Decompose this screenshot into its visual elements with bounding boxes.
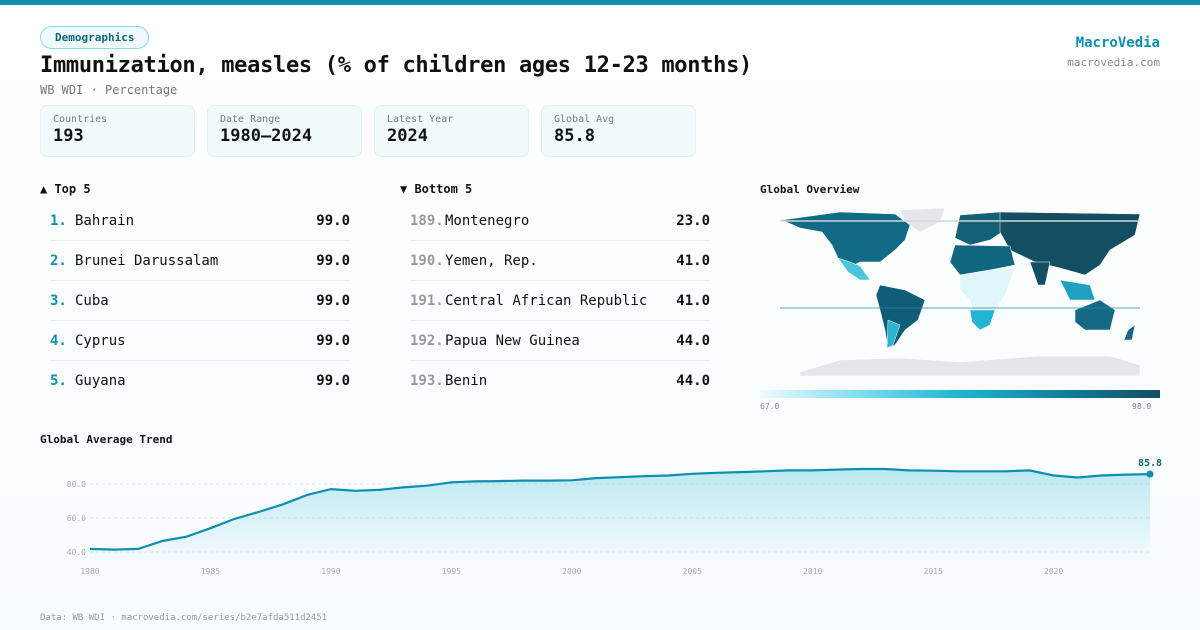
top-accent-bar	[0, 0, 1200, 5]
y-tick-label: 40.0	[67, 548, 86, 557]
trend-heading: Global Average Trend	[40, 433, 173, 446]
country-name: Cuba	[75, 292, 109, 309]
x-tick-label: 2015	[924, 567, 943, 576]
country-value: 99.0	[316, 252, 350, 269]
country-name: Cyprus	[75, 332, 126, 349]
color-scale-max: 98.0	[1132, 402, 1152, 411]
trend-last-label: 85.8	[1138, 458, 1162, 469]
brand-url[interactable]: macrovedia.com	[1067, 56, 1160, 69]
stat-card-countries: Countries 193	[40, 105, 195, 157]
y-tick-label: 60.0	[67, 514, 86, 523]
country-name: Benin	[445, 373, 488, 389]
country-value: 99.0	[316, 373, 350, 389]
country-name: Bahrain	[75, 212, 135, 229]
footer-source[interactable]: Data: WB WDI · macrovedia.com/series/b2e…	[40, 613, 328, 623]
x-tick-label: 2020	[1044, 567, 1063, 576]
map-india	[1029, 261, 1051, 286]
x-tick-label: 1990	[321, 567, 340, 576]
trend-chart: 40.0 60.0 80.0 85.8 1980 1985 1990 1995 2000 20…	[67, 458, 1162, 576]
stat-card-latest-year: Latest Year 2024	[374, 105, 529, 157]
map-russia-asia	[999, 211, 1141, 276]
map-greenland	[899, 207, 946, 233]
ranking-row[interactable]: 2. Brunei Darussalam 99.0	[50, 241, 350, 281]
rank: 4.	[50, 332, 67, 349]
rank: 193.	[410, 373, 444, 389]
x-tick-label: 2005	[683, 567, 702, 576]
stat-label: Date Range	[220, 114, 281, 125]
country-value: 41.0	[676, 252, 710, 269]
ranking-row[interactable]: 4. Cyprus 99.0	[50, 321, 350, 361]
stat-label: Countries	[53, 114, 108, 125]
stat-card-date-range: Date Range 1980–2024	[207, 105, 362, 157]
map-new-zealand	[1123, 324, 1136, 341]
page-title: Immunization, measles (% of children age…	[40, 53, 752, 78]
map-heading: Global Overview	[760, 183, 860, 196]
stat-value: 1980–2024	[220, 126, 313, 146]
map-antarctica	[799, 355, 1141, 377]
rank: 1.	[50, 212, 67, 229]
ranking-row[interactable]: 3. Cuba 99.0	[50, 281, 350, 321]
country-value: 44.0	[676, 332, 710, 349]
stat-value: 193	[53, 126, 84, 146]
stat-label: Global Avg	[554, 114, 615, 125]
stat-value: 85.8	[554, 126, 595, 146]
country-value: 99.0	[316, 332, 350, 349]
x-tick-label: 2010	[803, 567, 822, 576]
country-name: Papua New Guinea	[445, 332, 580, 349]
ranking-row[interactable]: 1. Bahrain 99.0	[50, 201, 350, 241]
rank: 190.	[410, 252, 444, 269]
page-subtitle: WB WDI · Percentage	[40, 83, 178, 97]
trend-line	[89, 467, 1151, 551]
x-tick-label: 2000	[562, 567, 581, 576]
top5-heading: ▲ Top 5	[40, 182, 91, 196]
map-southern-africa	[969, 309, 996, 331]
ranking-row[interactable]: 192. Papua New Guinea 44.0	[410, 321, 710, 361]
map-australia	[1074, 299, 1116, 331]
map-south-america	[875, 284, 926, 349]
map-mexico	[837, 257, 871, 281]
brand-logo[interactable]: MacroVedia	[1075, 35, 1160, 51]
x-tick-label: 1995	[442, 567, 461, 576]
stat-value: 2024	[387, 126, 428, 146]
country-name: Montenegro	[445, 212, 530, 229]
rank: 3.	[50, 292, 67, 309]
ranking-row[interactable]: 5. Guyana 99.0	[50, 361, 350, 401]
map-southeast-asia	[1059, 279, 1096, 301]
country-value: 99.0	[316, 212, 350, 229]
rank: 5.	[50, 373, 67, 389]
country-name: Yemen, Rep.	[445, 252, 538, 269]
color-scale-min: 67.0	[760, 402, 780, 411]
x-tick-label: 1985	[201, 567, 220, 576]
bottom5-heading: ▼ Bottom 5	[400, 182, 473, 196]
map-argentina	[886, 319, 901, 349]
y-tick-label: 80.0	[67, 480, 86, 489]
rank: 2.	[50, 252, 67, 269]
category-badge[interactable]: Demographics	[40, 26, 150, 49]
rank: 191.	[410, 292, 444, 309]
rank: 189.	[410, 212, 444, 229]
country-value: 99.0	[316, 292, 350, 309]
country-value: 41.0	[676, 292, 710, 309]
ranking-row[interactable]: 191. Central African Republic 41.0	[410, 281, 710, 321]
ranking-row[interactable]: 189. Montenegro 23.0	[410, 201, 710, 241]
country-value: 23.0	[676, 212, 710, 229]
ranking-row[interactable]: 193. Benin 44.0	[410, 361, 710, 401]
country-name: Guyana	[75, 373, 126, 389]
x-tick-label: 1980	[80, 567, 99, 576]
country-name: Central African Republic	[445, 292, 648, 309]
stat-label: Latest Year	[387, 114, 454, 125]
country-name: Brunei Darussalam	[75, 252, 219, 269]
rank: 192.	[410, 332, 444, 349]
ranking-row[interactable]: 190. Yemen, Rep. 41.0	[410, 241, 710, 281]
trend-last-point	[1146, 470, 1154, 478]
color-scale-bar	[760, 390, 1160, 398]
stat-card-global-avg: Global Avg 85.8	[541, 105, 696, 157]
map-north-america	[781, 211, 911, 269]
country-value: 44.0	[676, 373, 710, 389]
world-map[interactable]	[760, 200, 1160, 390]
map-europe	[954, 211, 1006, 246]
